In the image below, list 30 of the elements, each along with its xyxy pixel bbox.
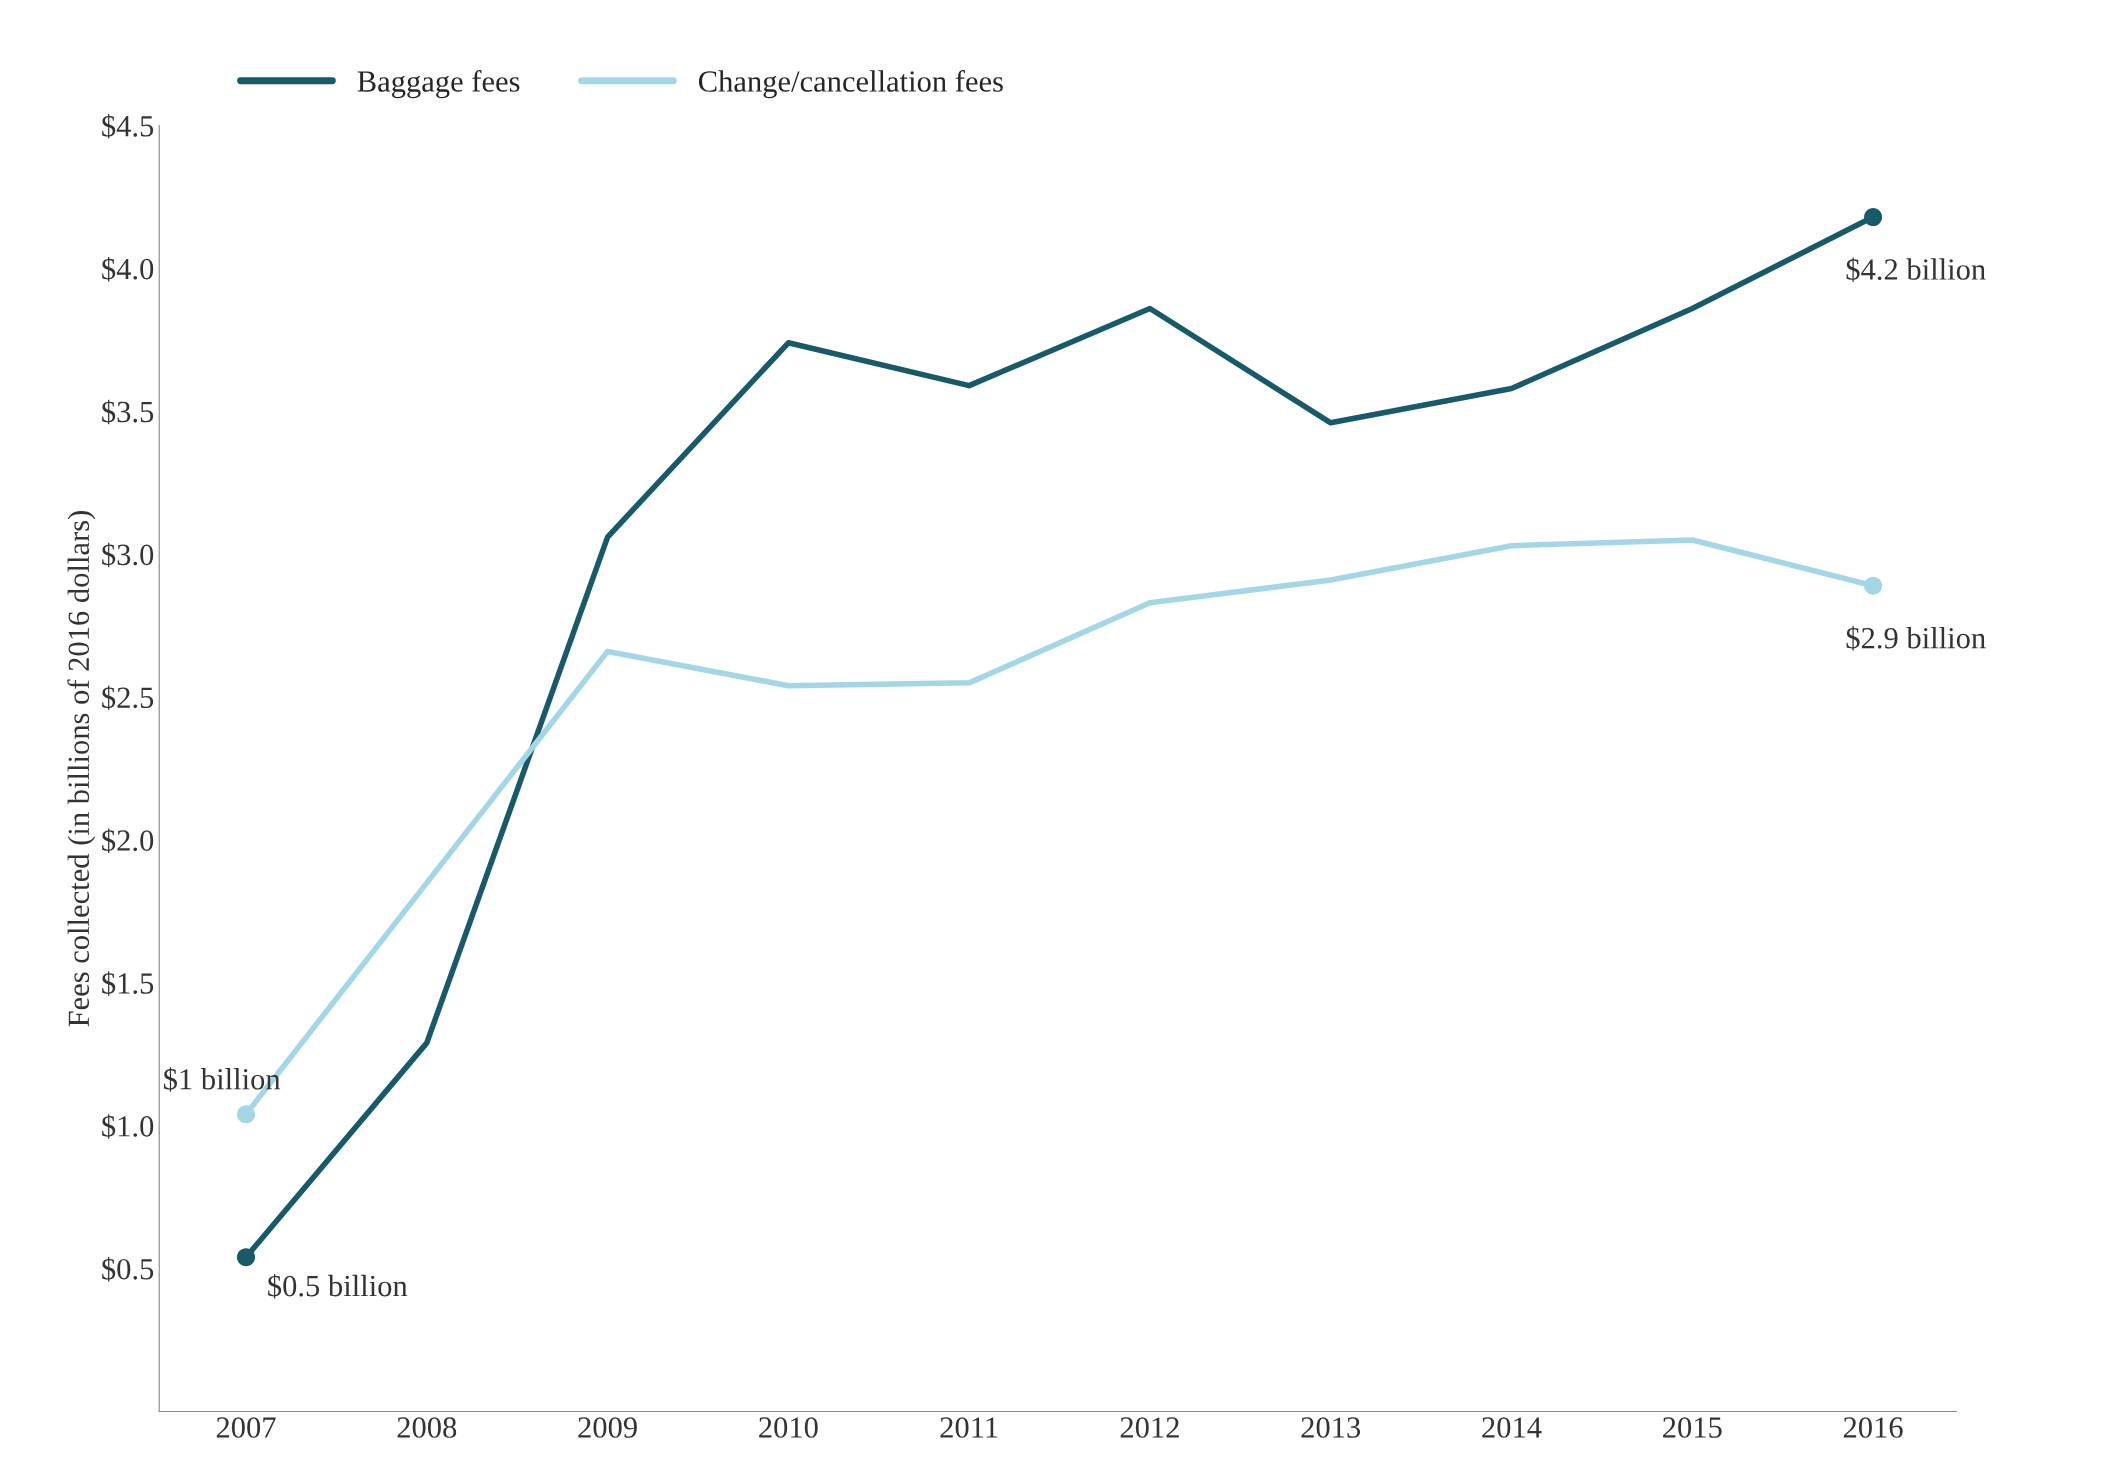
y-tick-label: $0.5 (102, 1257, 154, 1282)
y-tick-label: $1.5 (102, 971, 154, 996)
x-tick-label: 2013 (1301, 1417, 1361, 1438)
y-tick-label: $3.5 (102, 399, 154, 425)
x-tick-label: 2009 (578, 1417, 637, 1438)
y-axis-title: Fees collected (in billions of 2016 dollars) (67, 511, 96, 1027)
x-tick-label: 2010 (759, 1417, 818, 1438)
y-tick-label: $2.5 (102, 685, 154, 711)
annotation: $0.5 billion (268, 1273, 408, 1299)
annotation: $1 billion (163, 1067, 281, 1092)
point (1864, 208, 1883, 227)
y-tick-label: $1.0 (102, 1114, 154, 1139)
point (236, 1105, 256, 1124)
x-tick-label: 2007 (216, 1417, 276, 1438)
annotation: $4.2 billion (1846, 257, 1986, 282)
y-tick-label: $4.0 (102, 256, 154, 282)
x-tick-label: 2014 (1482, 1417, 1542, 1438)
x-tick-label: 2015 (1663, 1417, 1722, 1438)
point (236, 1248, 256, 1267)
x-tick-label: 2012 (1120, 1417, 1179, 1438)
y-tick-label: $2.0 (102, 828, 154, 853)
point (1864, 576, 1883, 595)
x-tick-label: 2016 (1843, 1417, 1903, 1438)
legend-label: Baggage fees (357, 70, 520, 99)
x-tick-label: 2011 (940, 1417, 998, 1438)
y-tick-label: $4.5 (102, 114, 154, 139)
legend-label: Change/cancellation fees (698, 70, 1003, 99)
x-tick-label: 2008 (397, 1417, 457, 1438)
y-tick-label: $3.0 (102, 542, 154, 568)
annotation: $2.9 billion (1846, 626, 1986, 651)
